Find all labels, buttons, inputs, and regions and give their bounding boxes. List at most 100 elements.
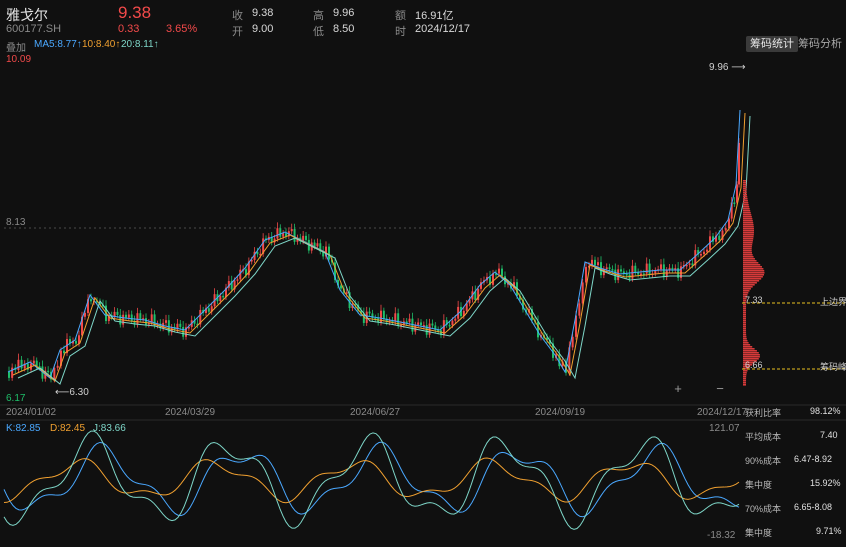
chip-bar — [743, 264, 761, 266]
chip-bar — [743, 258, 755, 260]
chip-stat-value-6: 9.71% — [816, 526, 842, 536]
candle — [591, 259, 593, 267]
chip-distribution — [743, 180, 765, 386]
amount-label: 额 — [395, 10, 406, 22]
chip-bar — [743, 294, 748, 296]
chip-upper-value: 7.33 — [745, 295, 763, 305]
chip-bar — [743, 356, 760, 358]
chip-bar — [743, 296, 747, 298]
candle — [391, 320, 394, 323]
chip-bar — [743, 324, 747, 326]
candle — [665, 270, 668, 278]
tab-chip-analysis[interactable]: 筹码分析 — [798, 38, 842, 50]
candle — [738, 142, 740, 185]
close-value: 9.38 — [252, 7, 274, 19]
candle — [75, 340, 77, 344]
kdj-line — [3, 457, 740, 504]
candle — [492, 273, 494, 285]
candle — [302, 235, 305, 242]
candle — [706, 249, 708, 252]
candle — [648, 263, 651, 275]
candle — [457, 306, 460, 319]
candle — [56, 365, 59, 368]
candle — [442, 320, 445, 336]
candle — [147, 322, 150, 325]
candle — [113, 311, 116, 318]
candle — [196, 323, 199, 326]
chip-bar — [743, 242, 753, 244]
kdj-line — [3, 430, 740, 530]
kdj-k-value: K:82.85 — [6, 423, 41, 434]
candle — [718, 235, 721, 240]
candle — [454, 318, 457, 321]
candle — [445, 320, 448, 325]
zoom-out-button[interactable]: − — [716, 381, 724, 396]
candle — [334, 262, 336, 280]
chip-stat-value-5: 6.65-8.08 — [794, 502, 833, 512]
candle — [360, 310, 362, 314]
overlay-button[interactable]: 叠加 — [6, 43, 26, 54]
low-label: 低 — [313, 26, 324, 38]
candle — [462, 310, 465, 317]
candle — [337, 279, 339, 286]
date-label-3: 2024/06/27 — [350, 407, 401, 418]
open-value: 9.00 — [252, 23, 274, 35]
candle — [319, 243, 322, 252]
candle — [176, 323, 179, 330]
candle — [411, 318, 414, 332]
current-price: 9.38 — [118, 3, 152, 22]
y-axis-top: 10.09 — [6, 54, 32, 65]
chip-bar — [743, 250, 752, 252]
candle — [417, 322, 420, 325]
chip-stat-value-4: 15.92% — [810, 478, 841, 488]
candle — [480, 282, 482, 289]
candle — [20, 359, 23, 369]
chip-bar — [743, 380, 747, 382]
candle — [397, 313, 400, 326]
chip-bar — [743, 334, 747, 336]
candle — [465, 303, 468, 311]
candle — [99, 302, 101, 305]
candle — [276, 228, 279, 239]
candle — [694, 250, 697, 266]
price-change: 0.33 — [118, 23, 140, 35]
candle — [32, 360, 35, 364]
candle — [645, 263, 648, 274]
chip-stat-value-1: 98.12% — [810, 406, 841, 416]
candle — [362, 313, 365, 323]
candle — [127, 314, 130, 318]
zoom-in-button[interactable]: + — [674, 381, 682, 396]
tab-chip-stats[interactable]: 筹码统计 — [746, 36, 798, 52]
candle — [420, 322, 422, 326]
candle — [371, 313, 374, 318]
low-value: 8.50 — [333, 23, 355, 35]
low-marker: ⟵6.30 — [55, 387, 89, 398]
candle — [72, 340, 74, 344]
candle — [622, 271, 625, 274]
chip-bar — [743, 266, 762, 268]
candle — [405, 321, 408, 323]
chip-bar — [743, 350, 757, 352]
candle — [90, 299, 92, 302]
candle — [382, 310, 385, 319]
chip-bar — [743, 288, 751, 290]
chip-bar — [743, 300, 747, 302]
candle — [625, 273, 628, 276]
candle — [227, 281, 230, 288]
candle — [259, 253, 262, 256]
chip-bar — [743, 340, 748, 342]
candle — [305, 235, 307, 240]
chip-bar — [743, 194, 748, 196]
chip-bar — [743, 216, 752, 218]
chip-bar — [743, 240, 753, 242]
candle — [614, 269, 617, 281]
chip-bar — [743, 252, 753, 254]
chip-bar — [743, 226, 754, 228]
candle — [422, 325, 425, 327]
chip-bar — [743, 220, 753, 222]
candle — [247, 261, 250, 276]
candle — [60, 350, 62, 366]
candle — [552, 343, 554, 358]
candle — [63, 350, 65, 354]
